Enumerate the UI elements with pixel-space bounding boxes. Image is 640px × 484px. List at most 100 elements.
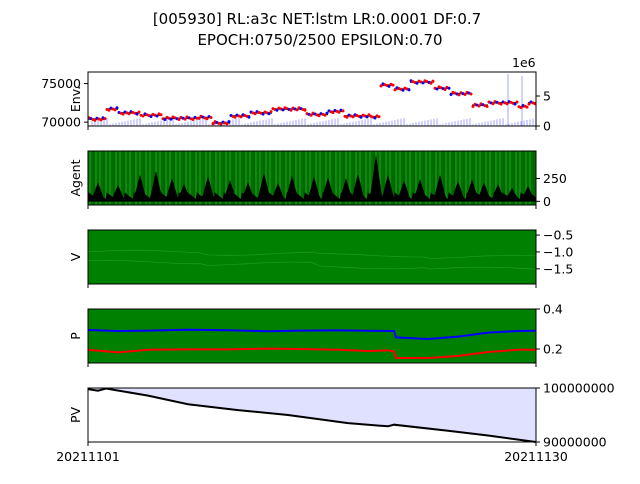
env-trade-marker (527, 102, 531, 106)
env-trade-marker (155, 114, 159, 118)
env-trade-marker (447, 86, 451, 90)
env-trade-marker (421, 81, 425, 85)
v-frame (87, 229, 537, 285)
panels-group: Env. 70000 75000 0 5 1e6 Agent 0 250 V −0.5−1.0 −1.… (41, 55, 614, 464)
env-trade-marker (253, 112, 257, 116)
env-trade-marker (289, 108, 293, 112)
p-frame (87, 308, 537, 364)
env-trade-marker (239, 115, 243, 119)
env-trade-marker (247, 115, 251, 119)
env-trade-marker (281, 108, 285, 112)
env-right-ytick-label: 0 (543, 119, 551, 134)
env-trade-marker (457, 93, 461, 97)
env-trade-marker (351, 115, 355, 119)
agent-activity-line (87, 156, 537, 202)
env-trade-marker (463, 92, 467, 96)
p-ylabel: P (68, 332, 83, 340)
env-trade-marker (345, 115, 349, 119)
env-trade-marker (491, 102, 495, 106)
env-trade-marker (197, 116, 201, 120)
env-trade-marker (303, 108, 307, 112)
env-trade-marker (519, 106, 523, 110)
env-trade-marker (443, 87, 447, 91)
env-trade-marker (317, 114, 321, 118)
env-trade-marker (113, 108, 117, 112)
env-trade-marker (211, 122, 215, 126)
v-ylabel: V (68, 252, 83, 261)
env-trade-marker (469, 92, 473, 96)
env-trade-marker (233, 115, 237, 119)
env-trade-marker (359, 115, 363, 119)
env-trade-marker (159, 113, 163, 117)
env-trade-marker (115, 106, 119, 110)
env-trade-marker (269, 110, 273, 114)
v-ytick-label: −1.0 (543, 244, 573, 259)
agent-ylabel: Agent (68, 159, 83, 196)
agent-ytick-label: 0 (543, 194, 551, 209)
agent-ytick-label: 250 (543, 171, 567, 186)
env-trade-marker (267, 112, 271, 116)
env-trade-marker (177, 118, 181, 122)
env-trade-marker (141, 114, 145, 118)
env-trade-marker (513, 102, 517, 106)
env-right-ytick-label: 5 (543, 89, 551, 104)
env-trade-marker (379, 84, 383, 88)
v-value-line (87, 259, 537, 270)
env-trade-marker (365, 115, 369, 119)
env-trade-marker (295, 108, 299, 112)
env-trade-marker (407, 88, 411, 92)
env-trade-marker (137, 110, 141, 114)
env-trade-marker (135, 112, 139, 116)
chart-title-line1: [005930] RL:a3c NET:lstm LR:0.0001 DF:0.… (153, 10, 481, 28)
env-trade-marker (373, 116, 377, 120)
env-trade-marker (515, 100, 519, 104)
pv-ytick-label: 100000000 (543, 381, 615, 396)
env-trade-marker (121, 112, 125, 116)
pv-area (88, 388, 536, 442)
env-ytick-label: 70000 (41, 115, 81, 130)
env-trade-marker (309, 113, 313, 117)
env-trade-marker (99, 118, 103, 122)
env-ylabel: Env. (68, 86, 83, 112)
env-trade-marker (377, 115, 381, 119)
env-frame (87, 71, 537, 127)
env-trade-marker (205, 117, 209, 121)
env-trade-marker (103, 117, 107, 121)
env-trade-marker (149, 114, 153, 118)
env-trade-marker (449, 92, 453, 96)
p-probability-line-red (87, 347, 536, 359)
env-trade-marker (435, 87, 439, 91)
env-trade-marker (169, 117, 173, 121)
env-trade-marker (209, 116, 213, 120)
pv-ytick-label: 90000000 (543, 435, 607, 450)
v-value-line (87, 249, 537, 259)
x-tick-label-end: 20211130 (504, 449, 568, 464)
env-trade-marker (477, 104, 481, 108)
env-trade-marker (337, 110, 341, 114)
env-trade-marker (391, 83, 395, 87)
x-tick-label-start: 20211101 (56, 449, 120, 464)
env-trade-marker (191, 118, 195, 122)
chart-title-line2: EPOCH:0750/2500 EPSILON:0.70 (197, 31, 442, 49)
env-trade-marker (227, 120, 231, 124)
env-right-offset-label: 1e6 (512, 55, 536, 70)
env-trade-marker (331, 111, 335, 115)
env-trade-marker (261, 112, 265, 116)
env-trade-marker (127, 112, 131, 116)
env-trade-marker (93, 118, 97, 122)
v-ytick-label: −0.5 (543, 228, 573, 243)
env-trade-marker (505, 102, 509, 106)
env-trade-marker (393, 88, 397, 92)
env-trade-marker (401, 88, 405, 92)
env-trade-marker (183, 117, 187, 121)
env-trade-marker (429, 81, 433, 85)
env-trade-marker (275, 108, 279, 112)
env-trade-marker (499, 102, 503, 106)
env-trade-marker (415, 81, 419, 85)
pv-ylabel: PV (68, 407, 83, 424)
v-ytick-label: −1.5 (543, 261, 573, 276)
env-trade-marker (225, 122, 229, 126)
p-probability-line-blue (87, 328, 537, 341)
env-trade-marker (325, 111, 329, 115)
